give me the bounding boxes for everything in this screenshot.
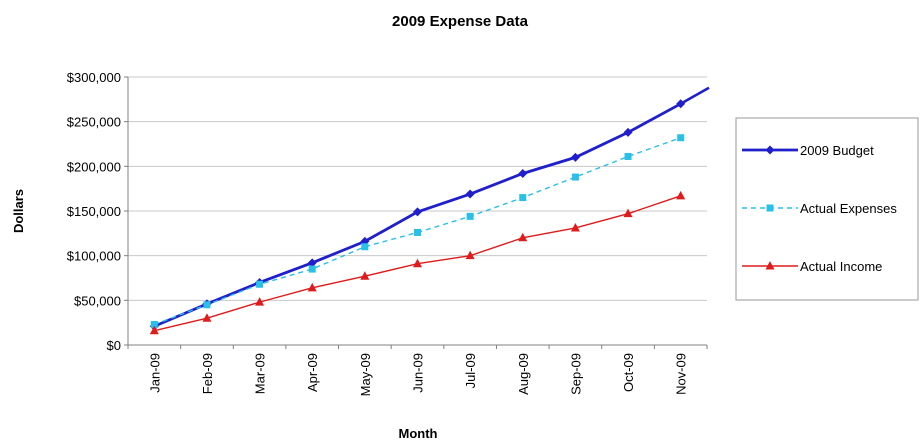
x-tick-label: Mar-09 <box>253 353 268 394</box>
series-1 <box>150 134 685 328</box>
y-axis-ticks: $0 $50,000 $100,000 $150,000 $200,000 $250,00… <box>67 70 128 353</box>
data-point <box>624 153 632 161</box>
data-point <box>466 212 474 220</box>
data-point <box>676 99 686 109</box>
data-point <box>519 194 527 202</box>
data-point <box>413 207 422 217</box>
data-point <box>465 189 475 199</box>
x-tick-label: May-09 <box>358 353 373 396</box>
data-point <box>150 320 158 328</box>
series-line-extension <box>680 86 710 105</box>
legend-marker <box>765 261 775 270</box>
data-point <box>676 190 686 200</box>
data-point <box>360 271 370 280</box>
y-axis-title: Dollars <box>11 189 26 233</box>
data-point <box>571 173 579 181</box>
data-point <box>413 258 422 268</box>
series-0 <box>149 86 710 331</box>
data-point <box>308 265 316 273</box>
x-tick-label: Aug-09 <box>516 353 531 395</box>
data-point <box>677 134 685 142</box>
y-tick-label: $300,000 <box>67 70 121 85</box>
data-point <box>255 297 265 306</box>
x-tick-label: Feb-09 <box>200 353 215 394</box>
series-group <box>149 86 710 335</box>
legend-box <box>735 117 919 301</box>
y-tick-label: $250,000 <box>67 115 121 130</box>
x-tick-label: Jun-09 <box>411 353 426 393</box>
data-point <box>149 325 159 335</box>
x-tick-label: Jan-09 <box>147 353 162 393</box>
data-point <box>570 152 580 162</box>
x-tick-label: Oct-09 <box>621 353 636 392</box>
legend-label: Actual Expenses <box>800 201 897 216</box>
chart-title: 2009 Expense Data <box>392 13 529 30</box>
data-point <box>623 127 633 137</box>
legend-items: 2009 Budget Actual Expenses Actual Income <box>742 143 897 274</box>
y-tick-label: $0 <box>107 338 121 353</box>
data-point <box>518 232 528 242</box>
y-tick-label: $50,000 <box>74 293 121 308</box>
x-axis-title: Month <box>399 426 438 441</box>
legend-marker <box>765 145 775 155</box>
data-point <box>256 280 264 288</box>
x-tick-label: Jul-09 <box>463 353 478 388</box>
data-point <box>623 208 633 218</box>
data-point <box>465 250 475 260</box>
x-axis-ticks: Jan-09 Feb-09 Mar-09 Apr-09 May-09 Jun-09 Jul-… <box>127 345 708 396</box>
x-tick-label: Apr-09 <box>305 353 320 392</box>
data-point <box>307 258 317 268</box>
y-tick-label: $100,000 <box>67 249 121 264</box>
data-point <box>570 222 580 232</box>
x-tick-label: Nov-09 <box>674 353 689 395</box>
data-point <box>518 168 528 178</box>
legend-label: Actual Income <box>800 259 882 274</box>
x-tick-label: Sep-09 <box>568 353 583 395</box>
legend: 2009 Budget Actual Expenses Actual Income <box>735 117 919 301</box>
data-point <box>307 282 317 292</box>
data-point <box>202 313 212 322</box>
y-tick-label: $150,000 <box>67 204 121 219</box>
data-point <box>414 228 421 236</box>
data-point <box>203 301 211 309</box>
data-point <box>361 243 369 251</box>
series-2 <box>149 190 686 335</box>
y-tick-label: $200,000 <box>67 159 121 174</box>
legend-marker <box>766 204 774 212</box>
legend-label: 2009 Budget <box>800 143 874 158</box>
